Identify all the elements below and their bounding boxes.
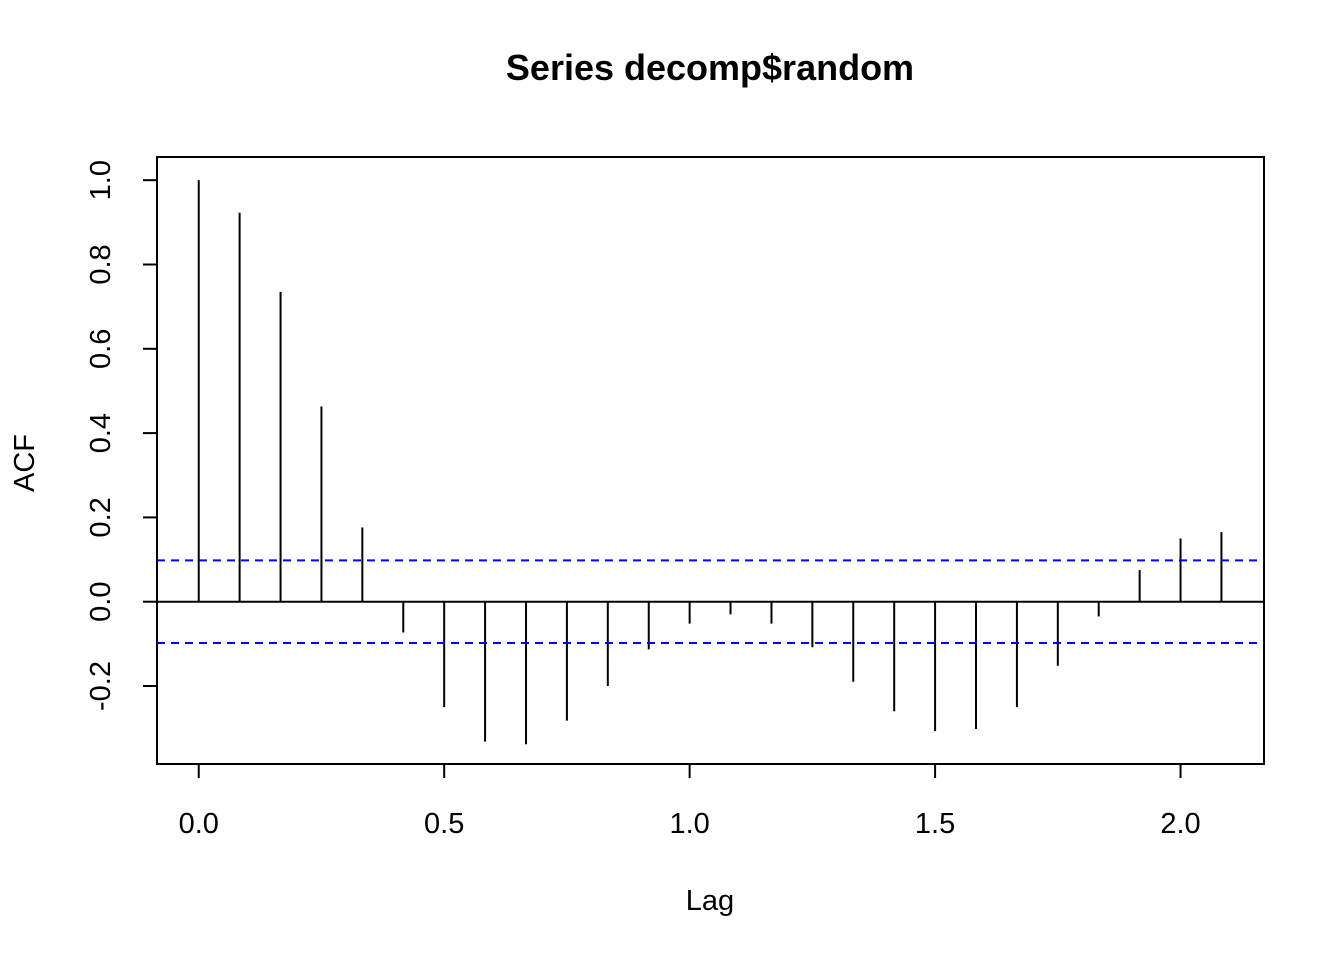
x-tick-label: 1.5 [915, 808, 955, 840]
acf-bars [157, 180, 1264, 745]
x-tick-label: 2.0 [1160, 808, 1200, 840]
chart-title: Series decomp$random [506, 47, 914, 88]
y-tick-label: 0.6 [85, 329, 117, 369]
y-axis: -0.2 0.0 0.2 0.4 0.6 0.8 1.0 [85, 160, 158, 711]
y-tick-label: 0.8 [85, 244, 117, 284]
x-axis-label: Lag [686, 885, 734, 917]
confidence-bounds [157, 559, 1264, 645]
x-tick-label: 1.0 [669, 808, 709, 840]
plot-frame [156, 156, 1265, 765]
y-tick-label: 1.0 [85, 160, 117, 200]
y-tick-label: 0.2 [85, 497, 117, 537]
x-tick-label: 0.0 [179, 808, 219, 840]
x-tick-label: 0.5 [424, 808, 464, 840]
y-tick-label: -0.2 [85, 661, 117, 711]
y-tick-label: 0.4 [85, 413, 117, 453]
x-axis: 0.0 0.5 1.0 1.5 2.0 [179, 763, 1201, 840]
y-tick-label: 0.0 [85, 582, 117, 622]
y-axis-label: ACF [9, 434, 41, 492]
